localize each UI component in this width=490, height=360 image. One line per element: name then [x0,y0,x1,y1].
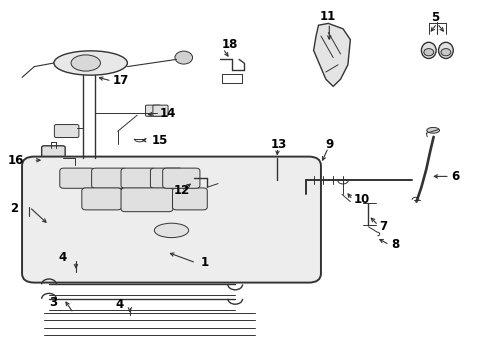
FancyBboxPatch shape [150,168,183,188]
FancyBboxPatch shape [60,168,95,188]
Ellipse shape [54,51,127,75]
Text: 8: 8 [391,238,399,251]
Text: 5: 5 [431,11,439,24]
Circle shape [424,49,434,56]
Ellipse shape [427,127,440,133]
Text: 2: 2 [10,202,18,215]
Text: 12: 12 [174,184,190,197]
FancyBboxPatch shape [42,146,65,175]
Ellipse shape [154,223,189,238]
Circle shape [175,51,193,64]
Text: 10: 10 [354,193,370,206]
FancyBboxPatch shape [22,157,321,283]
Text: 16: 16 [7,154,24,167]
Text: 9: 9 [326,138,334,150]
Text: 1: 1 [201,256,209,269]
Text: 11: 11 [319,10,336,23]
FancyBboxPatch shape [92,168,126,188]
Text: 15: 15 [152,134,168,147]
Text: 7: 7 [379,220,388,233]
FancyBboxPatch shape [265,157,289,180]
FancyBboxPatch shape [146,105,161,116]
FancyBboxPatch shape [163,168,200,188]
FancyBboxPatch shape [82,188,122,210]
Ellipse shape [421,42,436,58]
FancyBboxPatch shape [153,105,168,116]
FancyBboxPatch shape [121,168,156,188]
FancyBboxPatch shape [172,188,207,210]
Text: 17: 17 [113,74,129,87]
Text: 6: 6 [451,170,459,183]
Ellipse shape [439,42,453,58]
Text: 18: 18 [221,39,238,51]
FancyBboxPatch shape [121,188,173,212]
Text: 4: 4 [115,298,123,311]
Ellipse shape [71,55,100,71]
Text: 4: 4 [59,251,67,264]
Circle shape [441,49,451,56]
Text: 3: 3 [49,296,57,309]
Text: 13: 13 [270,138,287,150]
Polygon shape [314,23,350,86]
FancyBboxPatch shape [54,125,79,138]
Text: 14: 14 [159,107,175,120]
